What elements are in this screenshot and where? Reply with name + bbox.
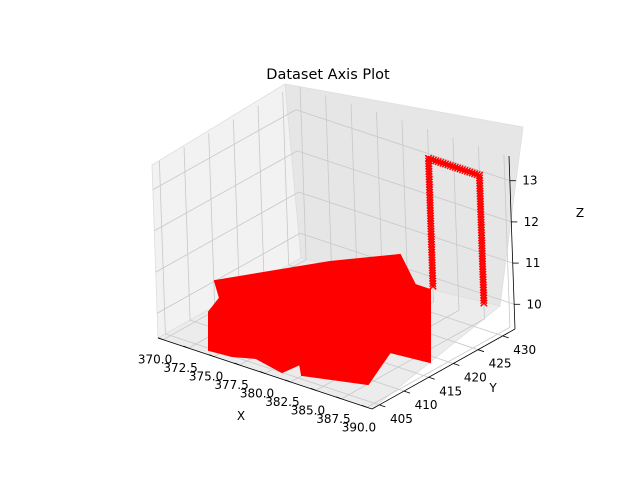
x-axis-label: X [237,409,245,423]
y-tick-mark [502,335,509,339]
grid-line [299,86,307,260]
y-tick-mark [453,363,460,366]
marker-stroke [480,296,488,305]
marker-stroke [458,165,467,174]
marker-stroke [436,158,445,167]
x-tick-mark [183,345,189,349]
y-tick-mark [379,404,386,408]
grid-line [341,318,485,400]
x-tick-label: 370.0 [138,353,172,367]
marker-stroke [427,155,435,163]
marker-stroke [466,168,474,176]
data-point-marker [480,296,488,305]
y-tick-label: 430 [513,343,536,357]
marker-stroke [441,160,450,168]
grid-line [158,160,166,334]
x-tick-label: 380.0 [240,387,274,401]
data-points [208,154,488,386]
x-tick-mark [208,354,215,357]
x-tick-label: 372.5 [163,361,197,375]
grid-line [350,103,358,277]
x-tick-label: 390.0 [342,420,376,434]
z-tick-label: 12 [524,215,539,229]
marker-stroke [429,156,438,164]
axis-lines [157,155,521,410]
x-tick-mark [310,388,317,391]
marker-stroke [432,157,440,165]
y-tick-mark [403,390,411,394]
x-tick-label: 375.0 [189,370,223,384]
x-tick-mark [157,337,164,341]
marker-stroke [434,157,442,166]
grid-line [366,326,511,408]
x-tick-mark [285,379,291,383]
y-tick-label: 405 [390,412,413,426]
x-tick-mark [336,396,342,400]
grid-line [295,109,510,182]
marker-stroke [453,164,462,172]
y-tick-mark [428,376,435,380]
marker-stroke [470,170,479,178]
data-slab [208,253,431,386]
data-point-marker [480,299,488,307]
grid-line [183,147,191,321]
marker-stroke [424,154,433,163]
grid-line [282,91,290,265]
marker-stroke [461,166,469,175]
grid-line [401,120,409,294]
x-tick-mark [361,404,368,408]
y-tick-label: 420 [464,370,487,384]
grid-line [152,109,297,191]
z-tick-label: 10 [527,297,542,311]
grid-line [257,105,265,279]
z-axis-line [508,155,516,330]
z-tick-label: 11 [525,256,540,270]
marker-stroke [449,162,457,171]
chart-title: Dataset Axis Plot [266,67,390,83]
y-tick-label: 410 [415,398,438,412]
grid-line [298,191,513,264]
marker-stroke [439,159,447,168]
x-tick-label: 382.5 [265,395,299,409]
y-tick-mark [477,349,485,353]
x-tick-label: 385.0 [291,403,325,417]
tick-labels: 370.0372.5375.0377.5380.0382.5385.0387.5… [138,174,542,435]
x-tick-mark [234,362,240,366]
y-axis-line [371,328,516,410]
y-tick-label: 415 [439,384,462,398]
grid-line [156,232,301,314]
grid-line [154,150,298,232]
x-tick-mark [259,371,266,374]
grid-line [297,150,512,223]
x-tick-label: 377.5 [214,378,248,392]
marker-stroke [451,163,459,172]
marker-stroke [444,161,452,169]
z-axis-label: Z [576,206,584,220]
marker-stroke [480,299,488,307]
x-tick-label: 387.5 [316,412,350,426]
grid-line [155,191,299,273]
marker-stroke [468,169,476,177]
marker-stroke [446,161,455,170]
grid-line [503,154,511,328]
grid-line [325,95,332,269]
z-tick-label: 13 [522,174,537,188]
y-axis-label: Y [488,381,497,395]
grid-line [232,119,240,293]
marker-stroke [456,165,464,173]
grid-line [208,133,216,307]
grid-line [165,333,380,406]
y-tick-label: 425 [489,357,512,371]
marker-stroke [463,167,472,176]
